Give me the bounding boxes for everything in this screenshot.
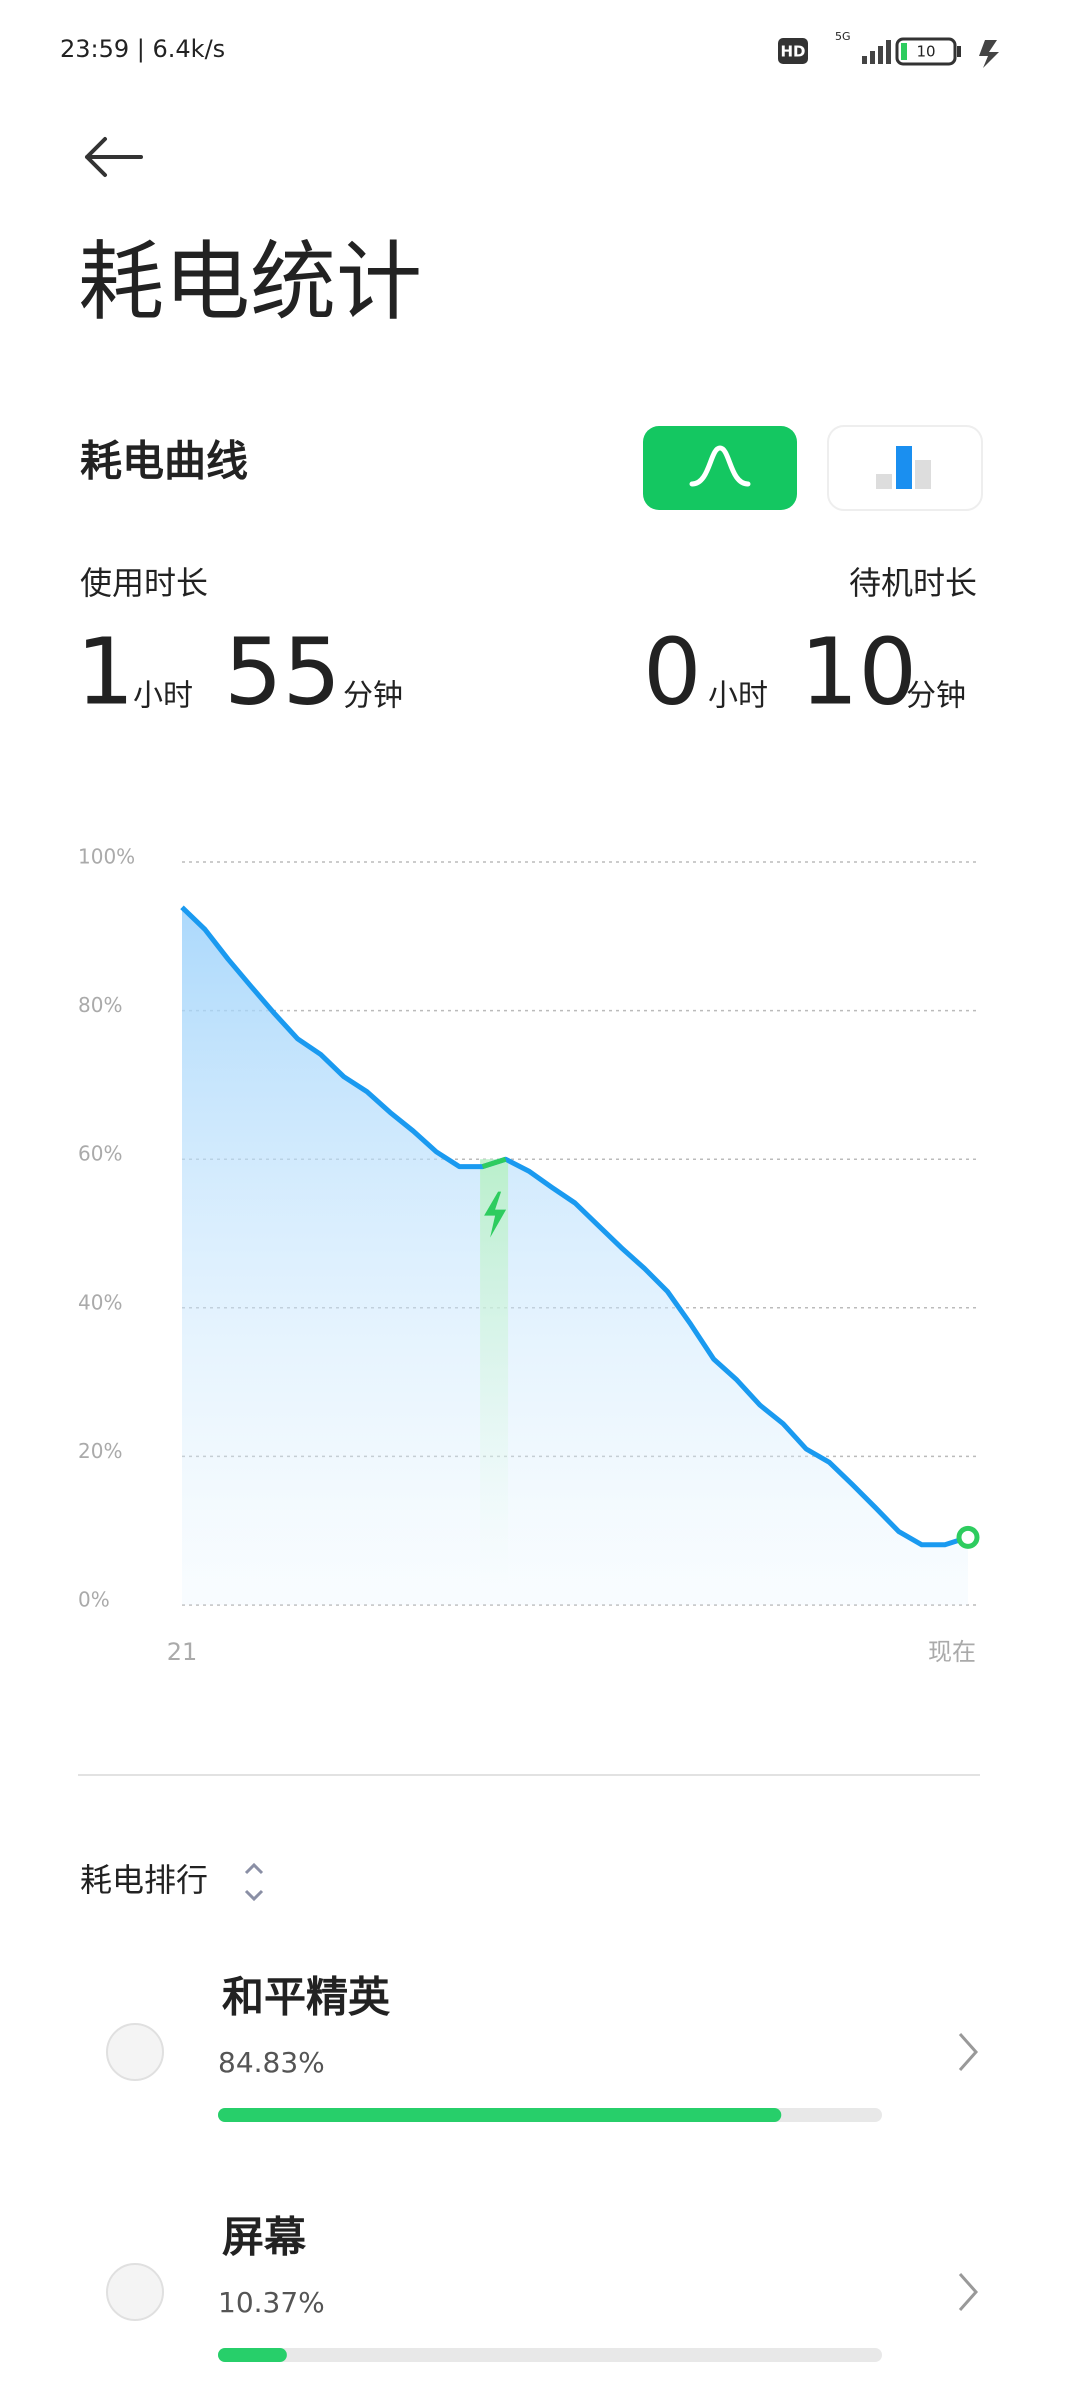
- usage-minutes: 55: [224, 618, 341, 725]
- y-tick-label: 80%: [78, 993, 122, 1017]
- charging-segment: [481, 1156, 507, 1170]
- item-percent: 10.37%: [218, 2286, 325, 2319]
- network-label: 5G: [835, 30, 851, 43]
- usage-minutes-unit: 分钟: [343, 679, 403, 714]
- charging-icon: [979, 40, 999, 68]
- y-tick-label: 60%: [78, 1142, 122, 1166]
- battery-label: 10: [916, 43, 935, 61]
- standby-minutes: 10: [800, 618, 917, 725]
- bar-icon: [876, 446, 931, 489]
- page-title: 耗电统计: [78, 232, 422, 332]
- chevron: [958, 2273, 979, 2311]
- progress-bar: [218, 2348, 287, 2362]
- y-tick-label: 40%: [78, 1290, 122, 1314]
- chevron: [958, 2033, 979, 2071]
- usage-hours-unit: 小时: [133, 679, 193, 714]
- item-name: 屏幕: [222, 2213, 307, 2262]
- item-percent: 84.83%: [218, 2046, 325, 2079]
- battery-chart: 0% 20% 40% 60% 80% 100% 21 现在: [78, 845, 980, 1666]
- y-tick-label: 0%: [78, 1588, 110, 1612]
- hd-badge: [778, 38, 808, 64]
- ranking-title[interactable]: 耗电排行: [80, 1861, 208, 1899]
- hd-label: HD: [780, 43, 805, 61]
- area-fill: [182, 907, 968, 1605]
- usage-label: 使用时长: [80, 564, 208, 602]
- signal-icon: [862, 40, 891, 64]
- app-icon: [106, 2023, 164, 2081]
- usage-hours: 1: [76, 618, 135, 725]
- ranking-list: 和平精英 84.83% 屏幕 10.37%: [106, 1973, 979, 2363]
- sort-icon[interactable]: [244, 1862, 264, 1902]
- x-tick-label: 现在: [928, 1638, 976, 1666]
- charging-bolt: [484, 1191, 507, 1238]
- status-time: 23:59 | 6.4k/s: [60, 35, 225, 63]
- y-tick-label: 100%: [78, 845, 135, 869]
- standby-hours-unit: 小时: [708, 679, 768, 714]
- progress-bar: [218, 2108, 782, 2122]
- battery-level: [901, 43, 907, 60]
- current-point: [956, 1525, 980, 1549]
- curve-icon: [689, 445, 751, 487]
- battery-icon: [895, 37, 957, 66]
- standby-hours: 0: [643, 618, 702, 725]
- section-title: 耗电曲线: [80, 437, 248, 486]
- curve-toggle[interactable]: [643, 426, 797, 510]
- progress-track: [218, 2348, 882, 2362]
- y-tick-label: 20%: [78, 1439, 122, 1463]
- ranking-item[interactable]: 屏幕 10.37%: [106, 2213, 979, 2363]
- battery-line: [180, 905, 969, 1548]
- battery-tip: [957, 46, 961, 57]
- ranking-item[interactable]: 和平精英 84.83%: [106, 1973, 979, 2123]
- x-tick-label: 21: [167, 1638, 198, 1666]
- item-name: 和平精英: [222, 1973, 391, 2022]
- standby-minutes-unit: 分钟: [906, 679, 966, 714]
- back-button[interactable]: [85, 137, 143, 177]
- standby-label: 待机时长: [849, 564, 977, 602]
- app-icon: [106, 2263, 164, 2321]
